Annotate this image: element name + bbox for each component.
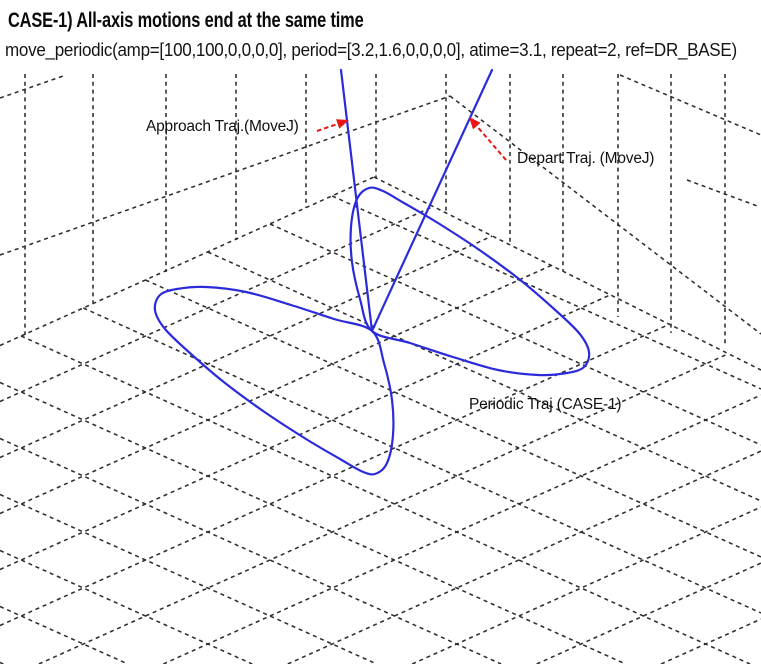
floor-grid-line-a [20, 335, 751, 664]
approach-arrow-shaft [316, 121, 341, 132]
floor-grid-line-b [0, 323, 670, 627]
floor-grid-line-a [207, 251, 761, 502]
depart-trajectory-line [370, 68, 494, 333]
depart-trajectory-label: Depart Traj. (MoveJ) [517, 150, 655, 167]
floor-grid-line-a [0, 605, 129, 664]
floor-grid-line-a [0, 437, 502, 664]
wall-horizontal-line [449, 95, 761, 335]
approach-trajectory-label: Approach Traj.(MoveJ) [146, 118, 299, 135]
wall-horizontal-line [619, 74, 761, 136]
wall-horizontal-line [0, 74, 67, 99]
floor-grid-line-b [536, 562, 761, 664]
floor-grid-line-b [0, 264, 552, 515]
figure-title: CASE-1) All-axis motions end at the same… [8, 9, 364, 32]
floor-grid-line-a [83, 307, 761, 614]
approach-arrow-head [336, 119, 349, 129]
depart-arrow-shaft [474, 123, 507, 161]
floor-grid-line-a [331, 195, 761, 390]
floor-grid-line-a [145, 279, 761, 558]
floor-grid-line-b [38, 353, 729, 664]
floor-back-right-edge [373, 176, 761, 371]
floor-grid-line-b [0, 205, 434, 403]
figure-command-line: move_periodic(amp=[100,100,0,0,0,0], per… [5, 39, 737, 60]
floor-grid-line-a [0, 381, 626, 664]
floor-grid-line-a [0, 549, 253, 664]
periodic-trajectory-label: Periodic Traj (CASE-1) [469, 396, 622, 413]
floor-grid-line-b [287, 450, 761, 664]
floor-grid-line-b [0, 294, 611, 571]
floor-back-left-edge [0, 176, 375, 347]
periodic-trajectory-lower-lobe [153, 285, 395, 476]
wall-horizontal-line [0, 95, 451, 256]
floor-grid-line-b [660, 618, 761, 664]
approach-trajectory-line [339, 68, 374, 333]
floor-grid-line-a [0, 493, 377, 664]
floor-grid-line-b [163, 394, 761, 664]
depart-arrow-head [469, 117, 481, 130]
wall-horizontal-line [686, 179, 761, 208]
periodic-trajectory-upper-lobe [349, 186, 591, 377]
floor-grid-line-b [411, 506, 761, 664]
